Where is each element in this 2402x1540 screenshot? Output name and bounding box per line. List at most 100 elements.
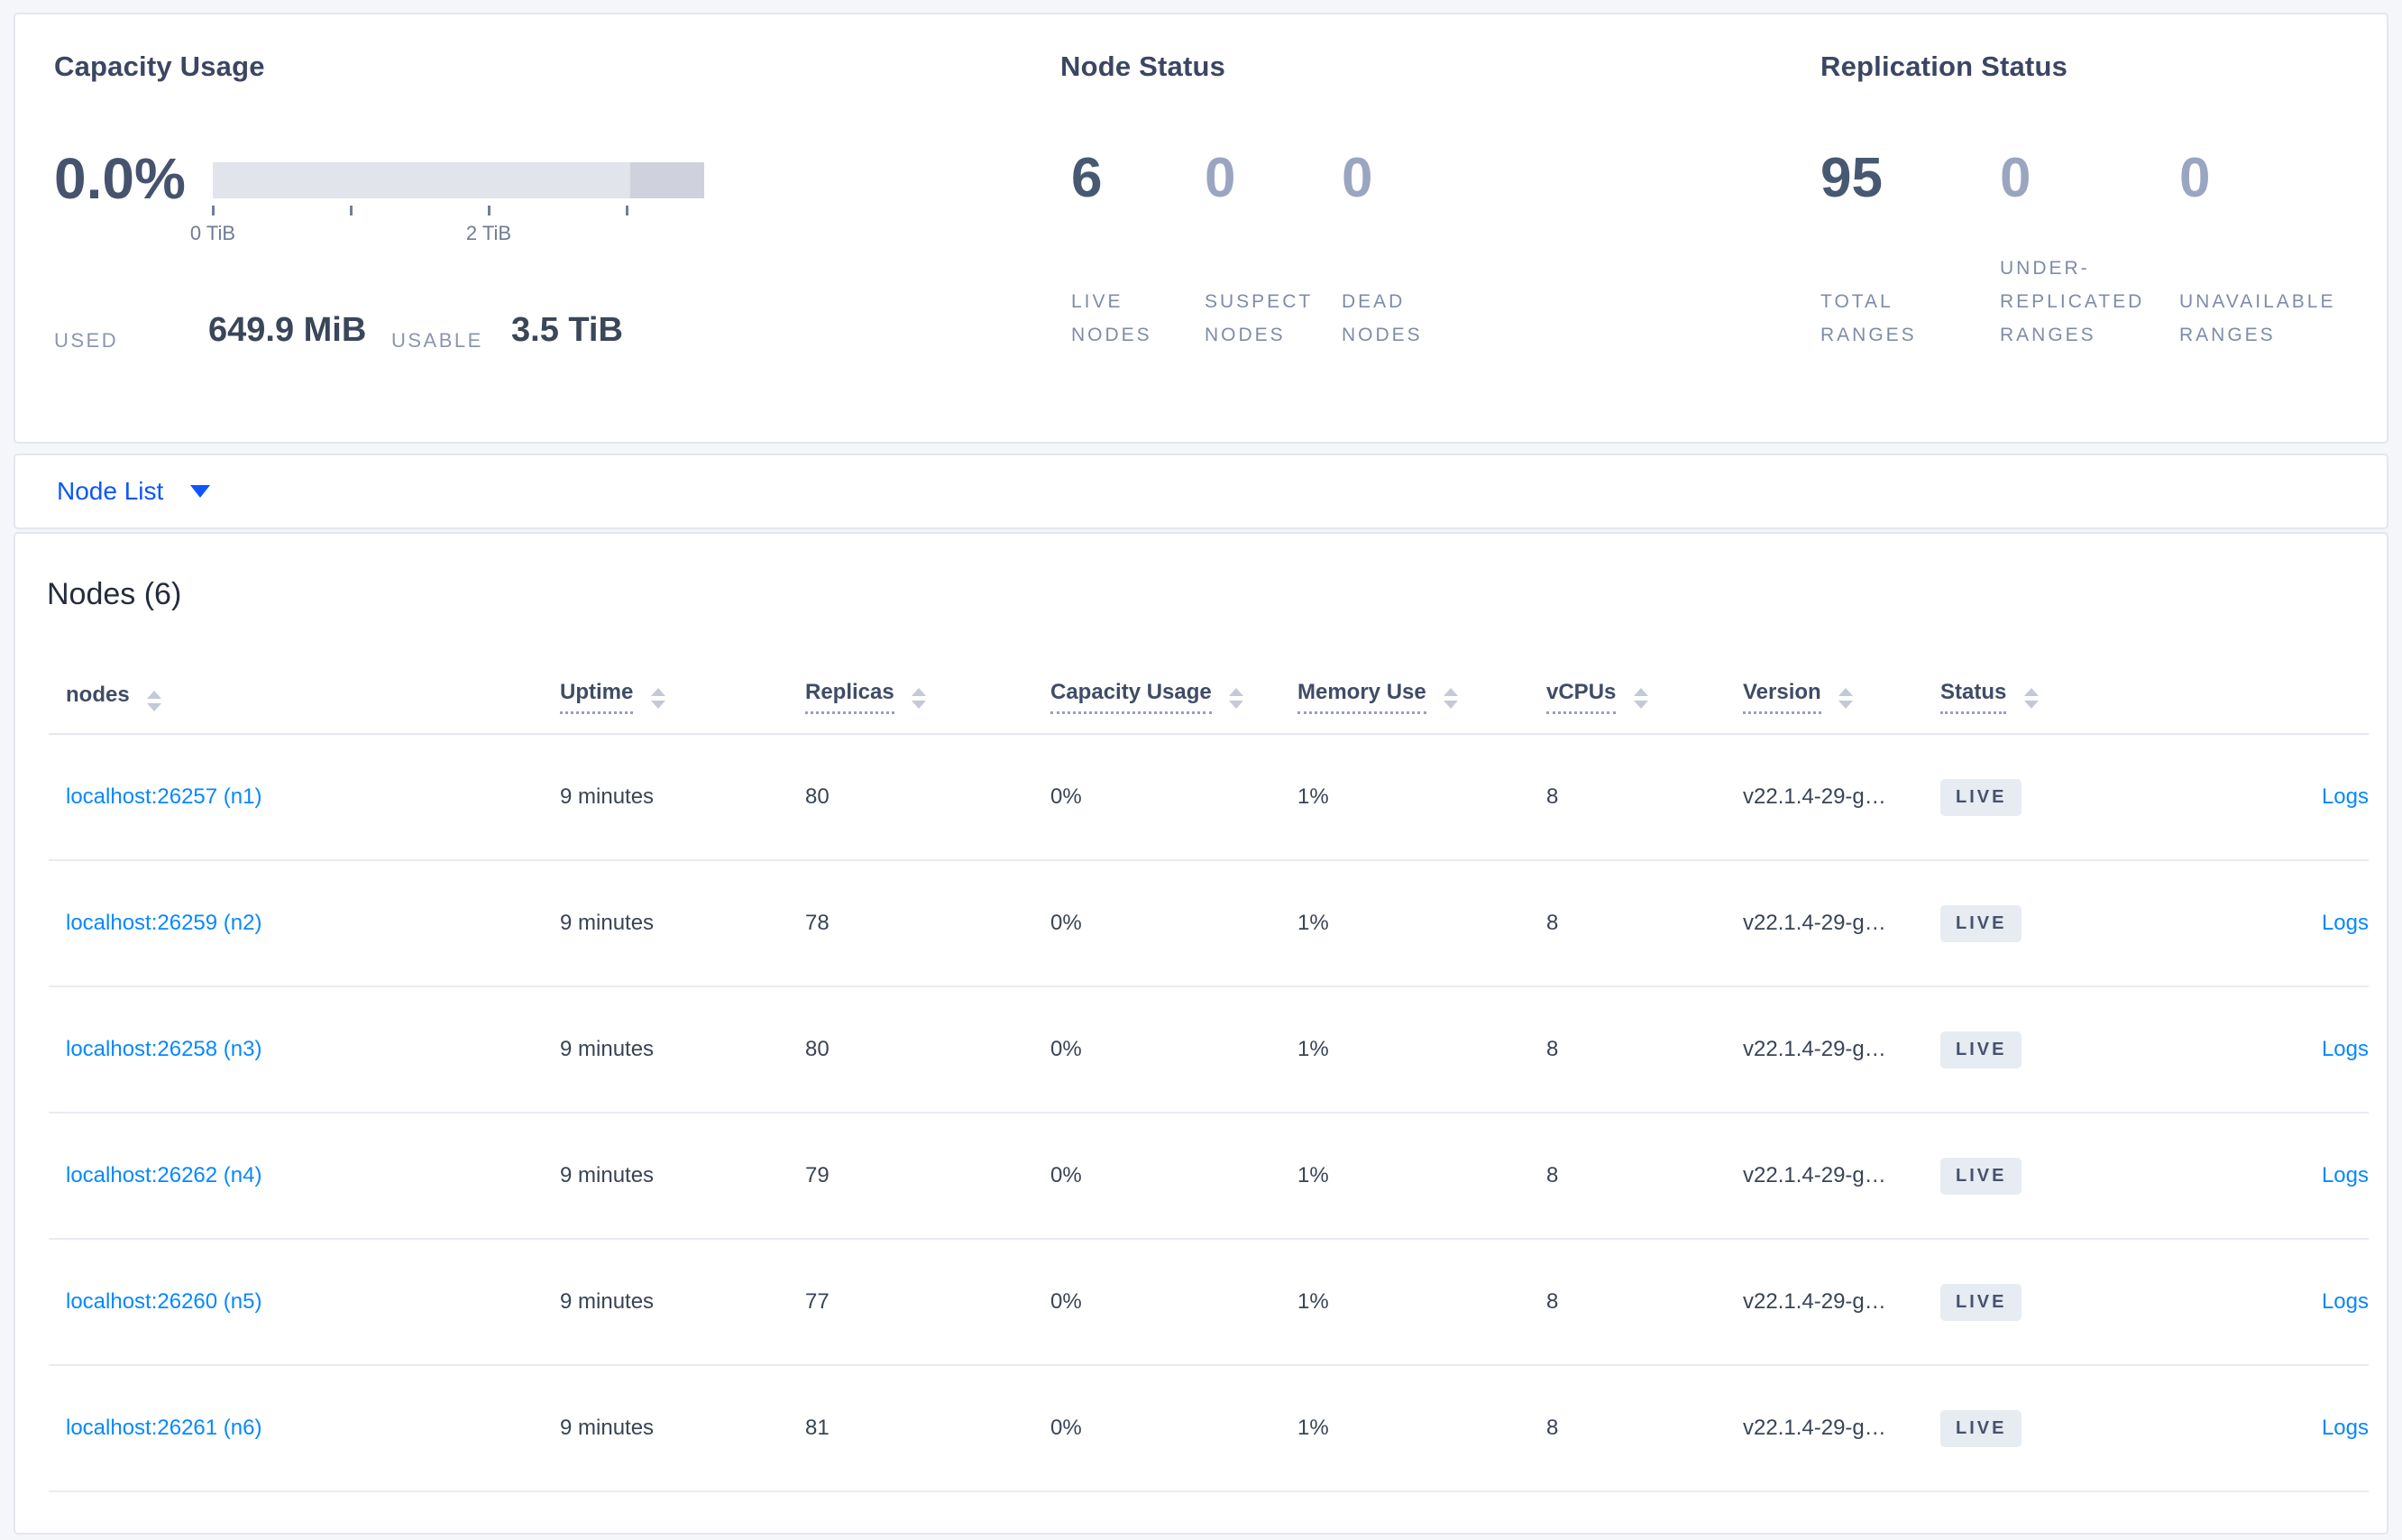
capacity-usage-cell: 0%: [1050, 784, 1082, 809]
uptime-cell: 9 minutes: [560, 784, 655, 809]
nodes-table-title: Nodes (6): [47, 577, 182, 611]
column-header-uptime[interactable]: Uptime: [560, 680, 805, 714]
nodes-table: nodes Uptime Replicas Capacity Usage Mem…: [49, 660, 2369, 1492]
version-cell: v22.1.4-29-g…: [1743, 1037, 1886, 1061]
sort-icon: [1838, 687, 1854, 709]
node-list-dropdown-label: Node List: [57, 477, 164, 505]
logs-link[interactable]: Logs: [2321, 911, 2369, 935]
memory-use-cell: 1%: [1297, 1289, 1329, 1314]
suspect-nodes-count: 0: [1205, 147, 1236, 209]
table-header-row: nodes Uptime Replicas Capacity Usage Mem…: [49, 660, 2369, 735]
total-ranges-label: TOTAL RANGES: [1820, 291, 1917, 345]
dead-nodes-count: 0: [1342, 147, 1373, 209]
gauge-tick: [212, 206, 215, 215]
live-nodes-count: 6: [1071, 147, 1103, 209]
version-cell: v22.1.4-29-g…: [1743, 911, 1886, 935]
logs-link[interactable]: Logs: [2321, 1416, 2369, 1440]
capacity-usage-cell: 0%: [1050, 1416, 1082, 1440]
node-list-bar: Node List: [14, 454, 2388, 529]
column-header-status[interactable]: Status: [1940, 680, 2166, 714]
live-nodes-label: LIVE NODES: [1071, 291, 1152, 345]
gauge-tick-label-2tib: 2 TiB: [465, 222, 512, 244]
memory-use-cell: 1%: [1297, 911, 1329, 935]
table-row: localhost:26259 (n2) 9 minutes 78 0% 1% …: [49, 861, 2369, 987]
sort-icon: [651, 687, 666, 709]
gauge-tick-label-0tib: 0 TiB: [189, 222, 236, 244]
capacity-usage-cell: 0%: [1050, 911, 1082, 935]
gauge-tick: [626, 206, 628, 215]
column-header-version[interactable]: Version: [1743, 680, 1940, 714]
capacity-usage-title: Capacity Usage: [54, 50, 265, 82]
vcpus-cell: 8: [1546, 1163, 1559, 1187]
replicas-cell: 78: [805, 911, 830, 935]
node-link[interactable]: localhost:26262 (n4): [66, 1163, 262, 1187]
table-row: localhost:26258 (n3) 9 minutes 80 0% 1% …: [49, 987, 2369, 1114]
status-badge: LIVE: [1940, 778, 2022, 816]
gauge-tick: [350, 206, 353, 215]
node-link[interactable]: localhost:26257 (n1): [66, 784, 262, 809]
status-badge: LIVE: [1940, 1409, 2022, 1447]
sort-icon: [1444, 687, 1459, 709]
used-label: USED: [54, 329, 119, 352]
sort-icon: [912, 687, 927, 709]
node-list-dropdown[interactable]: Node List: [57, 477, 211, 506]
chevron-down-icon: [190, 485, 211, 498]
total-ranges-count: 95: [1820, 147, 1883, 209]
capacity-usage-cell: 0%: [1050, 1289, 1082, 1314]
column-header-nodes[interactable]: nodes: [49, 683, 560, 711]
column-header-replicas[interactable]: Replicas: [805, 680, 1050, 714]
memory-use-cell: 1%: [1297, 1037, 1329, 1061]
sort-icon: [1229, 687, 1244, 709]
gauge-tick: [488, 206, 490, 215]
suspect-nodes-label: SUSPECT NODES: [1205, 291, 1314, 345]
node-link[interactable]: localhost:26259 (n2): [66, 911, 262, 935]
uptime-cell: 9 minutes: [560, 1416, 655, 1440]
replicas-cell: 80: [805, 1037, 830, 1061]
under-replicated-ranges-label: UNDER- REPLICATED RANGES: [2000, 258, 2145, 345]
vcpus-cell: 8: [1546, 1416, 1559, 1440]
replicas-cell: 79: [805, 1163, 830, 1187]
vcpus-cell: 8: [1546, 911, 1559, 935]
memory-use-cell: 1%: [1297, 1416, 1329, 1440]
replicas-cell: 81: [805, 1416, 830, 1440]
cluster-summary-card: Capacity Usage 0.0% 0 TiB 2 TiB USED 649…: [14, 13, 2388, 444]
status-badge: LIVE: [1940, 1031, 2022, 1068]
column-header-vcpus[interactable]: vCPUs: [1546, 680, 1743, 714]
memory-use-cell: 1%: [1297, 1163, 1329, 1187]
table-row: localhost:26262 (n4) 9 minutes 79 0% 1% …: [49, 1114, 2369, 1240]
capacity-usage-cell: 0%: [1050, 1163, 1082, 1187]
usable-value: 3.5 TiB: [511, 311, 623, 349]
node-link[interactable]: localhost:26261 (n6): [66, 1416, 262, 1440]
vcpus-cell: 8: [1546, 1289, 1559, 1314]
status-badge: LIVE: [1940, 1283, 2022, 1321]
column-header-memory-use[interactable]: Memory Use: [1297, 680, 1546, 714]
table-row: localhost:26261 (n6) 9 minutes 81 0% 1% …: [49, 1366, 2369, 1492]
column-header-capacity-usage[interactable]: Capacity Usage: [1050, 680, 1297, 714]
unavailable-ranges-count: 0: [2179, 147, 2211, 209]
sort-icon: [2024, 687, 2040, 709]
sort-icon: [1634, 687, 1649, 709]
uptime-cell: 9 minutes: [560, 1037, 655, 1061]
logs-link[interactable]: Logs: [2321, 1289, 2369, 1314]
version-cell: v22.1.4-29-g…: [1743, 1416, 1886, 1440]
vcpus-cell: 8: [1546, 1037, 1559, 1061]
capacity-gauge-reserved-segment: [630, 162, 704, 198]
logs-link[interactable]: Logs: [2321, 1163, 2369, 1187]
used-value: 649.9 MiB: [208, 311, 367, 349]
replicas-cell: 77: [805, 1289, 830, 1314]
version-cell: v22.1.4-29-g…: [1743, 1289, 1886, 1314]
version-cell: v22.1.4-29-g…: [1743, 1163, 1886, 1187]
dead-nodes-label: DEAD NODES: [1342, 291, 1423, 345]
logs-link[interactable]: Logs: [2321, 1037, 2369, 1061]
status-badge: LIVE: [1940, 1157, 2022, 1195]
logs-link[interactable]: Logs: [2321, 784, 2369, 809]
capacity-gauge-bar: [213, 162, 704, 198]
node-status-title: Node Status: [1060, 50, 1226, 82]
node-link[interactable]: localhost:26258 (n3): [66, 1037, 262, 1061]
replicas-cell: 80: [805, 784, 830, 809]
version-cell: v22.1.4-29-g…: [1743, 784, 1886, 809]
node-link[interactable]: localhost:26260 (n5): [66, 1289, 262, 1314]
table-row: localhost:26257 (n1) 9 minutes 80 0% 1% …: [49, 735, 2369, 861]
capacity-percent-value: 0.0%: [54, 146, 186, 211]
vcpus-cell: 8: [1546, 784, 1559, 809]
